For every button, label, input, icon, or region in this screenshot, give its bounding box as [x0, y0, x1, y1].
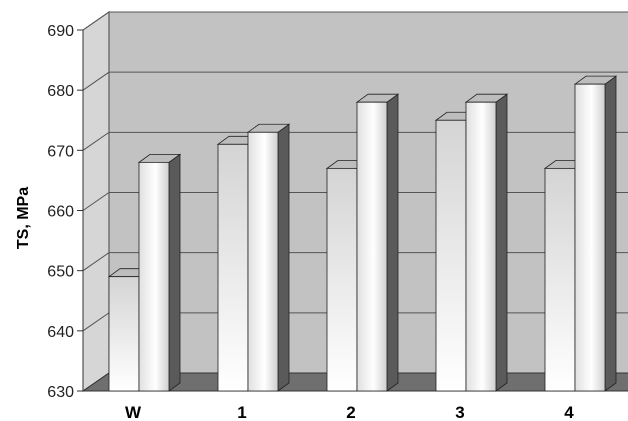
x-tick-label: W: [125, 403, 142, 421]
y-tick-label: 650: [47, 264, 74, 281]
x-tick-label: 1: [237, 403, 246, 421]
bar-4-2: [573, 75, 618, 392]
bar-3-2: [464, 93, 509, 392]
bars: [107, 75, 618, 392]
bar-W-2: [137, 153, 182, 392]
y-tick-label: 670: [47, 143, 74, 160]
y-tick-label: 690: [47, 23, 74, 40]
gridline: [82, 11, 628, 31]
gridline: [82, 71, 628, 91]
x-tick-label: 2: [346, 403, 355, 421]
x-tick-label: 4: [564, 403, 574, 421]
bar-1-2: [246, 123, 291, 392]
y-tick-label: 640: [47, 324, 74, 341]
y-tick-label: 680: [47, 83, 74, 100]
x-axis-ticks: W 1 2 3 4: [125, 403, 574, 421]
y-axis-ticks: 630 640 650 660 670 680 690: [47, 23, 84, 401]
x-tick-label: 3: [455, 403, 464, 421]
y-tick-label: 660: [47, 204, 74, 221]
bar-2-2: [355, 93, 400, 392]
y-axis-label: TS, MPa: [15, 187, 32, 249]
y-tick-label: 630: [47, 384, 74, 401]
